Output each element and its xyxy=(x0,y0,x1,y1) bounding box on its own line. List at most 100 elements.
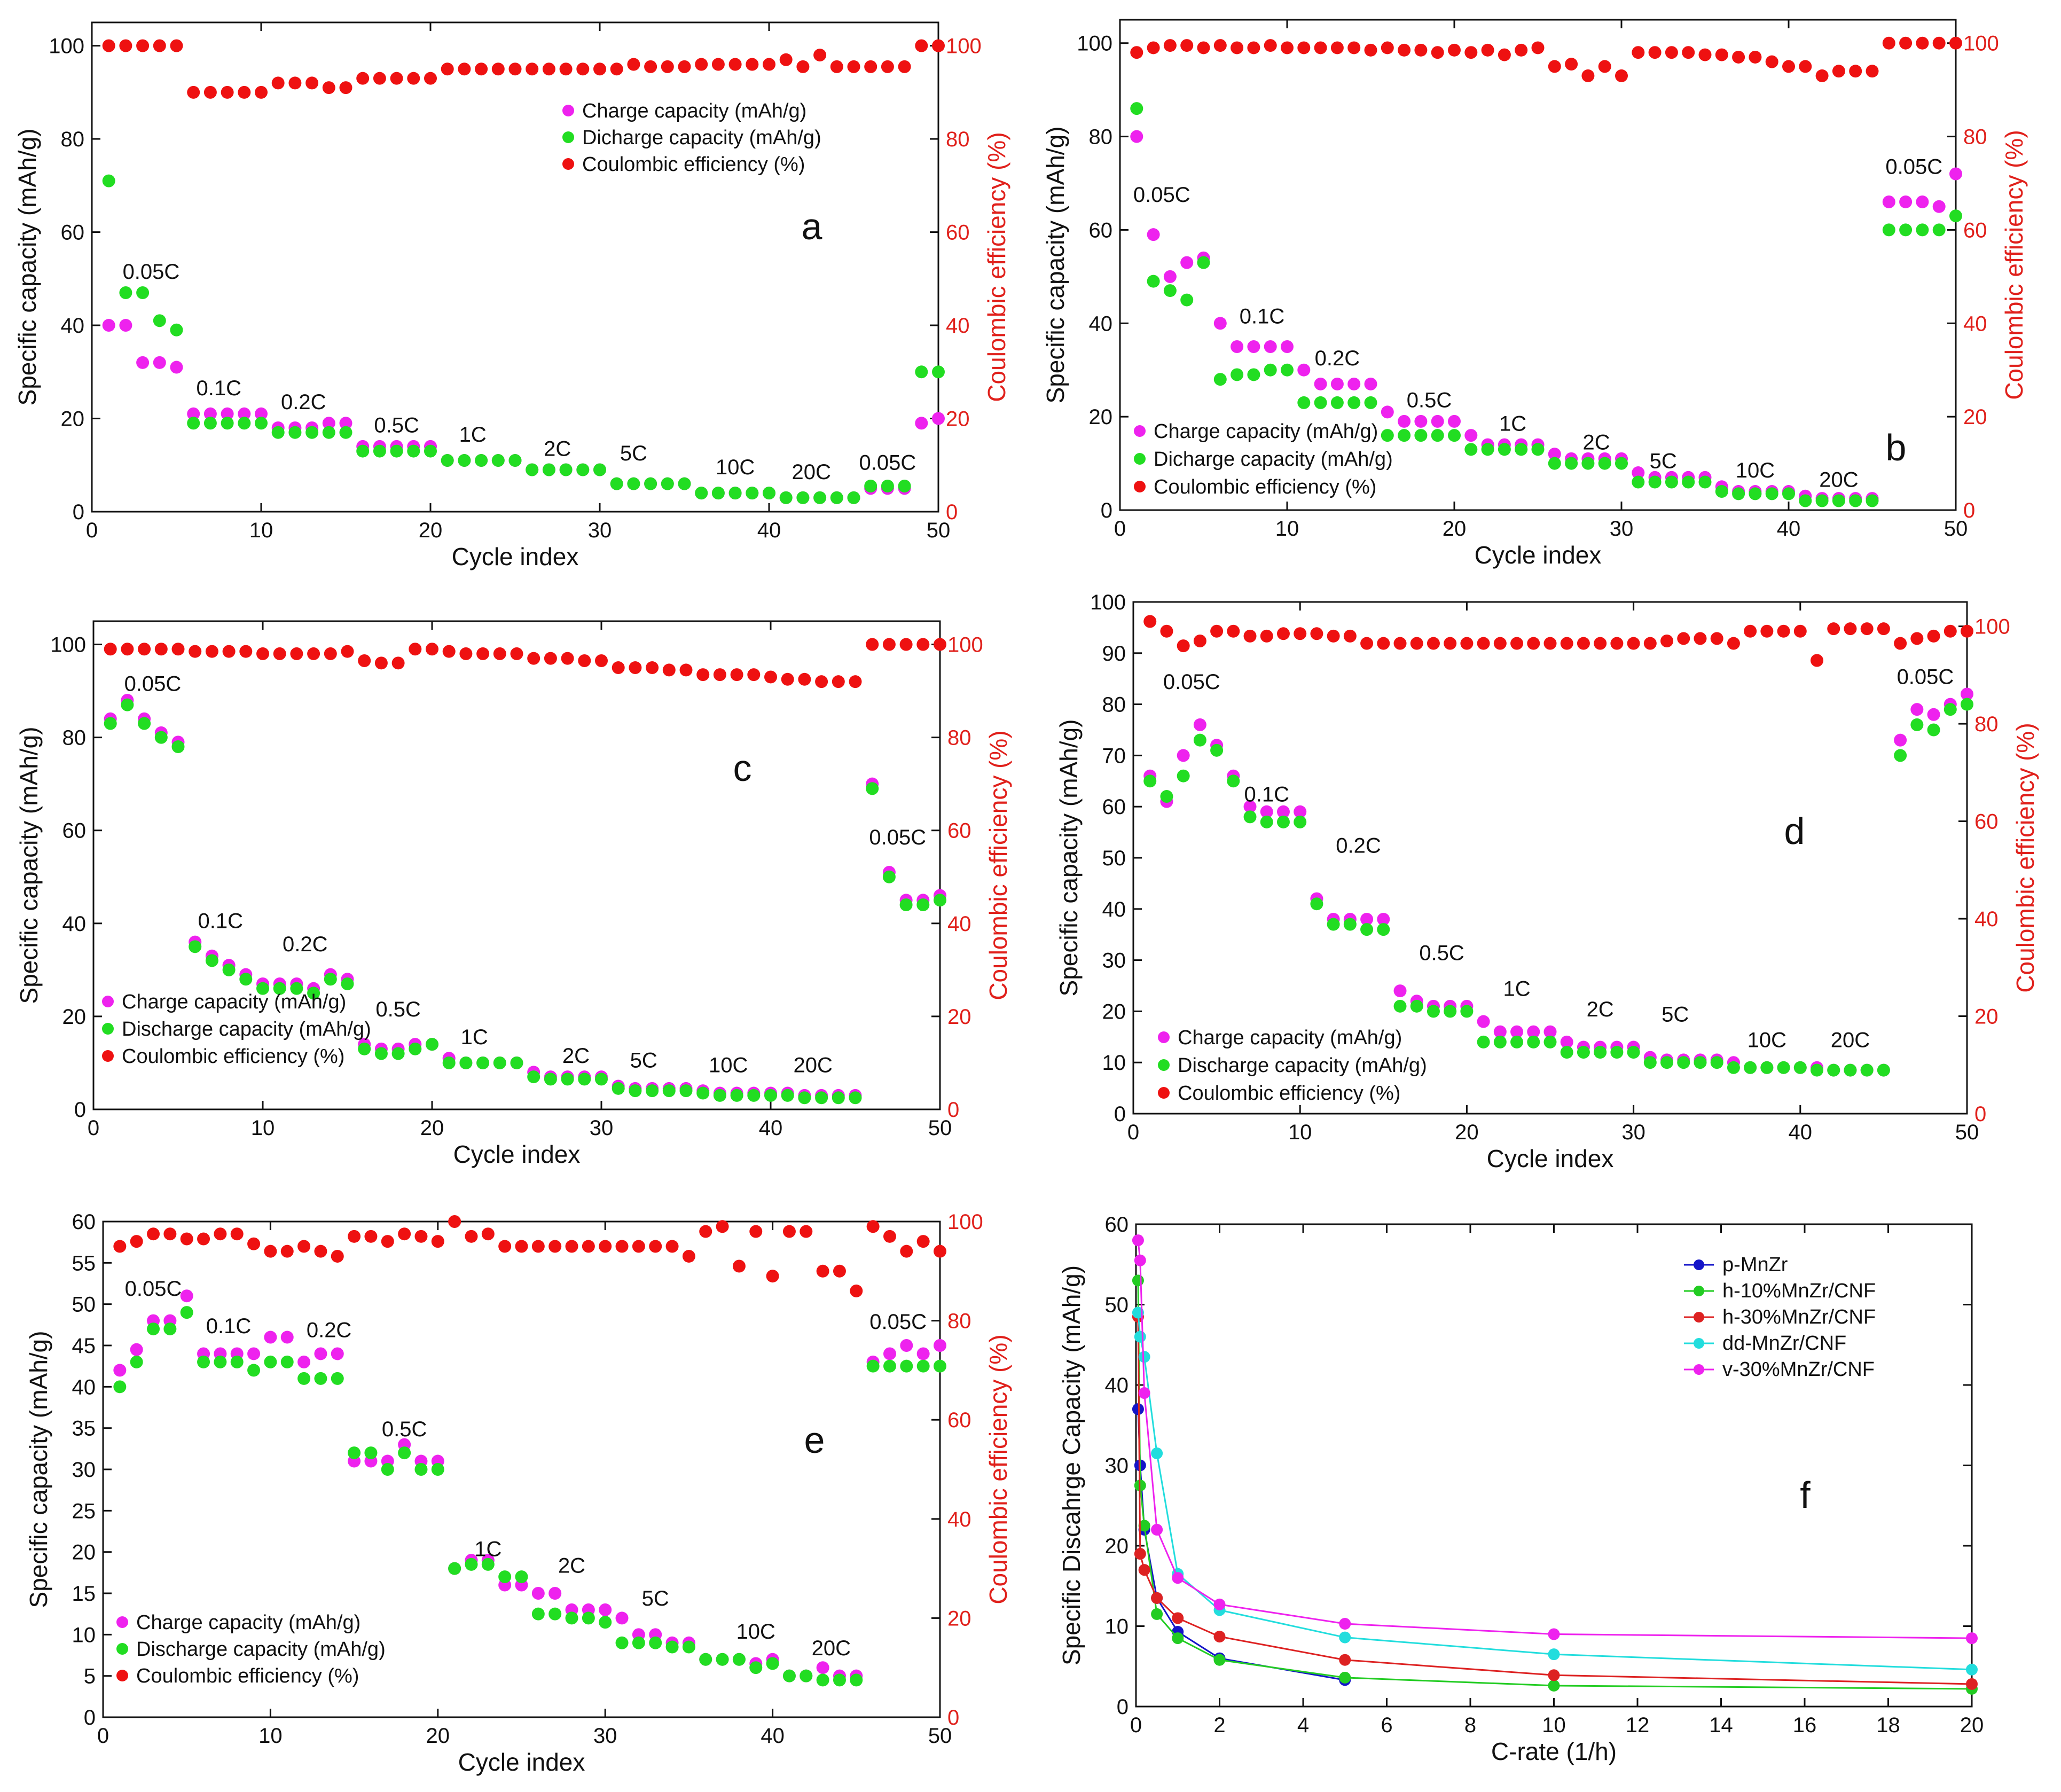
data-point xyxy=(1594,1046,1607,1059)
data-point xyxy=(1243,800,1257,813)
data-point xyxy=(476,1056,490,1069)
x-tick-label: 0 xyxy=(97,1724,109,1748)
data-point xyxy=(1510,1035,1524,1048)
data-point xyxy=(1944,624,1957,638)
series-0 xyxy=(104,693,946,1102)
data-point xyxy=(593,62,606,76)
data-point xyxy=(610,62,623,76)
y-tick-label: 20 xyxy=(1102,1000,1126,1023)
rate-label: 2C xyxy=(1587,998,1614,1021)
rate-label: 0.5C xyxy=(374,414,419,437)
data-point xyxy=(297,1355,311,1368)
panel-f: 0 2 4 6 8 10 12 14 16 18 20 0 10 20 30 40 50 60 C-rate (1/… xyxy=(1057,1213,1984,1765)
y-tick-label: 90 xyxy=(1102,642,1126,666)
rate-label: 0.2C xyxy=(281,390,326,414)
data-point xyxy=(1297,363,1311,377)
data-point xyxy=(1243,629,1257,643)
data-point xyxy=(615,1611,629,1625)
rate-label: 0.2C xyxy=(307,1319,352,1342)
data-point xyxy=(661,60,674,73)
data-point xyxy=(615,1240,629,1253)
y-axis-label: Specific capacity (mAh/g) xyxy=(13,129,41,406)
data-point xyxy=(307,987,320,1000)
data-point xyxy=(1431,414,1444,428)
data-point xyxy=(1377,912,1390,926)
data-point xyxy=(1177,639,1190,653)
x-tick-label: 18 xyxy=(1876,1713,1900,1737)
data-point xyxy=(414,1463,428,1476)
data-point xyxy=(238,85,251,99)
data-point xyxy=(1765,55,1778,68)
data-point xyxy=(113,1364,127,1377)
data-point xyxy=(1227,624,1240,638)
data-point xyxy=(615,1636,629,1649)
data-point xyxy=(1877,622,1890,636)
data-point xyxy=(147,1227,160,1241)
data-point xyxy=(1347,377,1361,390)
x-tick-label: 30 xyxy=(1621,1121,1645,1144)
data-point xyxy=(102,174,115,187)
data-point xyxy=(542,463,555,476)
data-point xyxy=(866,782,879,795)
rate-label: 2C xyxy=(562,1044,590,1068)
data-point xyxy=(1151,1523,1163,1536)
data-point xyxy=(576,62,590,76)
data-point xyxy=(187,407,200,420)
data-point xyxy=(414,1230,428,1243)
y2-tick-label: 20 xyxy=(1974,1005,1999,1029)
rate-label: 0.5C xyxy=(1419,942,1464,965)
data-point xyxy=(255,417,268,430)
data-point xyxy=(1498,443,1511,456)
data-point xyxy=(1180,256,1194,269)
data-point xyxy=(627,58,640,71)
data-point xyxy=(1710,632,1723,645)
data-point xyxy=(391,656,405,670)
data-point xyxy=(881,60,894,73)
data-point xyxy=(1243,810,1257,824)
x-tick-label: 30 xyxy=(593,1724,617,1748)
data-point xyxy=(899,898,913,911)
data-point xyxy=(205,954,218,967)
data-point xyxy=(1330,396,1344,409)
data-point xyxy=(381,1463,394,1476)
data-point xyxy=(1615,457,1628,470)
data-point xyxy=(1548,60,1561,73)
legend-marker xyxy=(1694,1338,1704,1349)
data-point xyxy=(779,491,793,504)
y2-tick-label: 60 xyxy=(946,221,970,245)
data-point xyxy=(264,1355,277,1368)
data-point xyxy=(578,654,591,667)
rate-label: 0.5C xyxy=(375,998,421,1021)
y-tick-label: 80 xyxy=(1102,693,1126,717)
data-point xyxy=(881,480,894,493)
data-point xyxy=(203,407,217,420)
y-tick-label: 15 xyxy=(72,1582,96,1606)
data-point xyxy=(1966,1632,1978,1645)
data-point xyxy=(833,1264,846,1278)
data-point xyxy=(153,356,166,369)
rate-label: 0.1C xyxy=(198,910,244,933)
y-tick-label: 30 xyxy=(1102,949,1126,973)
data-point xyxy=(314,1245,327,1258)
data-point xyxy=(1927,708,1940,721)
x-tick-label: 20 xyxy=(419,519,443,542)
y2-tick-label: 0 xyxy=(947,1098,959,1122)
data-point xyxy=(898,60,911,73)
legend-marker xyxy=(116,1616,128,1628)
data-point xyxy=(716,1653,729,1666)
data-point xyxy=(493,1056,506,1069)
data-point xyxy=(324,973,337,986)
data-point xyxy=(1132,1403,1144,1415)
data-point xyxy=(163,1227,177,1241)
data-point xyxy=(1138,1520,1150,1532)
data-point xyxy=(1393,984,1407,998)
data-point xyxy=(816,1661,829,1674)
data-point xyxy=(1327,918,1340,931)
data-point xyxy=(1910,703,1924,716)
x-tick-label: 4 xyxy=(1297,1713,1309,1737)
rate-label: 20C xyxy=(792,460,831,484)
rate-label: 0.5C xyxy=(1407,389,1452,412)
data-point xyxy=(1427,1005,1440,1018)
data-point xyxy=(197,1355,210,1368)
data-point xyxy=(1844,1063,1857,1077)
